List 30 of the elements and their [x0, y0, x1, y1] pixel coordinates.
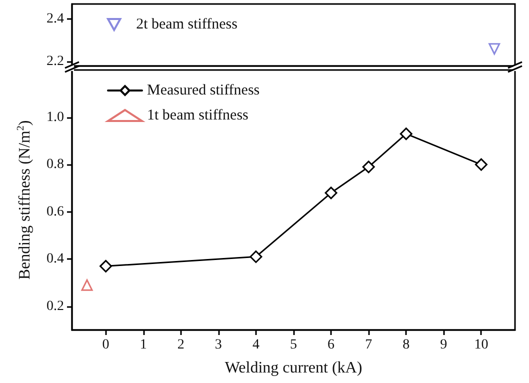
point [324, 186, 338, 200]
y-tick-label: 0.4 [46, 252, 64, 267]
x-tick-label: 9 [440, 338, 448, 352]
x-tick-label: 2 [177, 338, 184, 352]
point [362, 160, 375, 174]
point [100, 260, 112, 272]
x-tick-label: 4 [252, 338, 260, 352]
x-tick-label: 0 [102, 338, 110, 352]
point [81, 279, 93, 291]
y-tick-label: 2.2 [46, 54, 64, 70]
x-tick-label: 10 [474, 338, 488, 352]
point [250, 250, 262, 263]
y-tick-label: 0.2 [46, 298, 64, 314]
point [400, 128, 412, 140]
y-axis-title: Bending stiffness (N/m2) [16, 120, 34, 280]
y-tick-label: 2.4 [46, 11, 64, 26]
y-tick-label: 1.0 [46, 110, 64, 125]
legend-label: 2t beam stiffness [136, 16, 238, 32]
x-tick-label: 8 [402, 338, 410, 352]
y-tick-label: 0.6 [46, 204, 64, 220]
x-tick-label: 7 [365, 338, 372, 352]
x-tick-label: 5 [290, 338, 297, 352]
x-tick-label: 3 [214, 338, 222, 352]
point [474, 158, 488, 171]
legend-label: 1t beam stiffness [147, 108, 249, 124]
x-tick-label: 1 [140, 338, 147, 352]
x-axis-title: Welding current (kA) [224, 360, 362, 376]
x-tick-label: 6 [328, 338, 335, 352]
legend-label: Measured stiffness [147, 82, 260, 98]
y-tick-label: 0.8 [46, 157, 64, 172]
